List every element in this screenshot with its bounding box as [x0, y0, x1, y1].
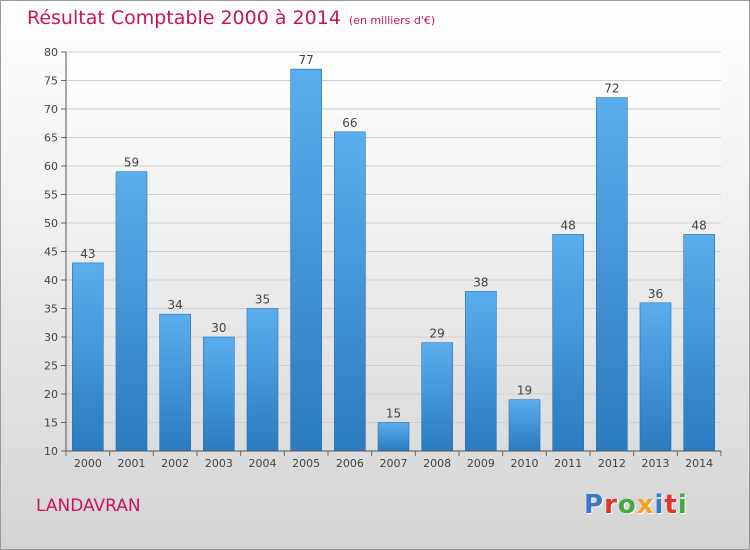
- x-tick-label-2008: 2008: [423, 457, 451, 470]
- value-label-2010: 19: [517, 384, 532, 398]
- value-label-2001: 59: [124, 156, 139, 170]
- x-tick-label-2012: 2012: [598, 457, 626, 470]
- y-tick-label: 35: [44, 303, 58, 316]
- y-tick-label: 60: [44, 160, 58, 173]
- x-axis: 2000 2001 2002 2003 2004 2005 2006 2007 2008 2009…: [65, 450, 722, 470]
- y-tick-label: 75: [44, 75, 58, 88]
- bars: [72, 68, 715, 452]
- y-axis: 10 15 20 25 30 35 40 45 50 55 60 65 70 75 80: [44, 46, 67, 458]
- value-label-2014: 48: [692, 218, 707, 232]
- x-tick-label-2006: 2006: [336, 457, 364, 470]
- chart-title-main: Résultat Comptable 2000 à 2014: [27, 7, 341, 29]
- y-tick-label: 80: [44, 46, 58, 59]
- x-tick-label-2014: 2014: [685, 457, 713, 470]
- bar-2014: [683, 234, 715, 452]
- value-label-2003: 30: [211, 321, 226, 335]
- bar-2004: [246, 308, 279, 452]
- chart-subtitle: (en milliers d'€): [348, 14, 436, 27]
- commune-name: LANDAVRAN: [36, 496, 141, 516]
- bar-2009: [465, 291, 497, 452]
- y-tick-label: 55: [44, 189, 58, 202]
- logo-letter: i: [677, 490, 688, 520]
- y-tick-label: 30: [44, 331, 58, 344]
- bar-2006: [334, 131, 366, 452]
- logo-letter: i: [654, 490, 665, 520]
- bar-2005: [290, 68, 322, 452]
- value-label-2007: 15: [386, 407, 401, 421]
- value-label-2000: 43: [80, 247, 95, 261]
- y-tick-label: 20: [44, 388, 58, 401]
- y-tick-label: 10: [44, 445, 58, 458]
- value-label-2008: 29: [430, 327, 445, 341]
- bar-2010: [508, 399, 541, 452]
- value-label-2013: 36: [648, 287, 663, 301]
- bar-2012: [596, 97, 628, 452]
- y-tick-label: 45: [44, 246, 58, 259]
- x-tick-label-2007: 2007: [380, 457, 408, 470]
- logo-letter: r: [604, 490, 618, 520]
- y-tick-label: 40: [44, 274, 58, 287]
- value-label-2002: 34: [168, 298, 183, 312]
- value-label-2006: 66: [342, 116, 357, 130]
- value-label-2012: 72: [604, 82, 619, 96]
- value-label-2011: 48: [561, 218, 576, 232]
- chart-title: Résultat Comptable 2000 à 2014 (en millie…: [27, 7, 435, 29]
- bar-2003: [203, 336, 235, 452]
- y-tick-label: 65: [44, 132, 58, 145]
- proxiti-logo: Proxiti: [584, 490, 688, 520]
- bar-2007: [377, 422, 410, 452]
- x-tick-label-2009: 2009: [467, 457, 495, 470]
- x-tick-label-2001: 2001: [118, 457, 146, 470]
- bar-2013: [639, 302, 672, 452]
- y-tick-label: 25: [44, 360, 58, 373]
- bar-2008: [421, 342, 453, 452]
- y-tick-label: 70: [44, 103, 58, 116]
- x-tick-label-2010: 2010: [511, 457, 539, 470]
- y-tick-label: 50: [44, 217, 58, 230]
- value-labels: 43 59 34 30 35 77 66 15 29 38 19 48 72 36 48: [80, 53, 707, 420]
- x-tick-label-2005: 2005: [292, 457, 320, 470]
- logo-letter: t: [664, 490, 678, 520]
- logo-letter: P: [584, 490, 605, 520]
- x-tick-label-2000: 2000: [74, 457, 102, 470]
- y-tick-label: 15: [44, 417, 58, 430]
- bar-2002: [159, 313, 191, 452]
- x-tick-label-2004: 2004: [249, 457, 277, 470]
- value-label-2009: 38: [473, 275, 488, 289]
- value-label-2004: 35: [255, 293, 270, 307]
- logo-letter: o: [617, 490, 637, 520]
- bar-2011: [552, 234, 584, 452]
- value-label-2005: 77: [299, 53, 314, 67]
- x-tick-label-2002: 2002: [161, 457, 189, 470]
- x-tick-label-2013: 2013: [642, 457, 670, 470]
- x-tick-label-2003: 2003: [205, 457, 233, 470]
- x-tick-label-2011: 2011: [554, 457, 582, 470]
- logo-letter: x: [636, 490, 655, 520]
- bar-2001: [115, 171, 148, 452]
- bar-2000: [72, 262, 104, 452]
